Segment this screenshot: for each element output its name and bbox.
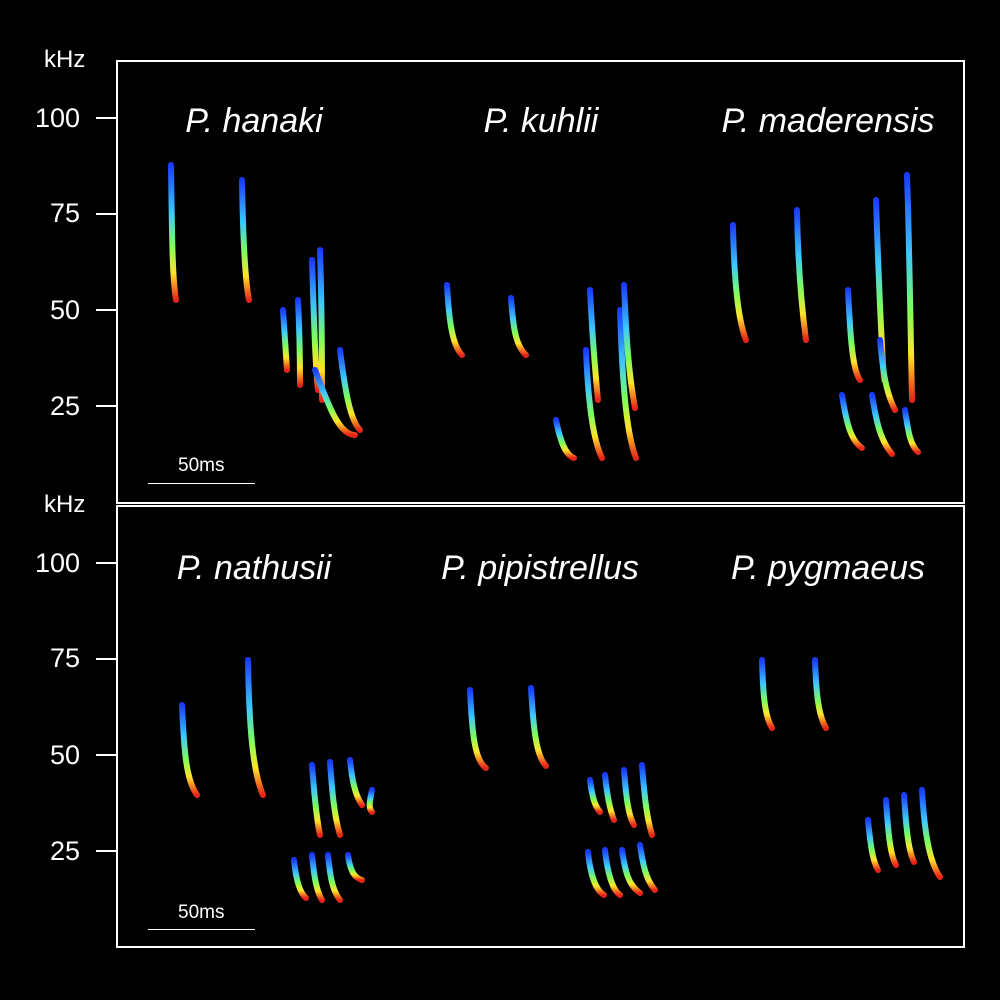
- species-label-kuhlii: P. kuhlii: [483, 102, 599, 140]
- y-axis-unit-bottom: kHz: [44, 491, 86, 518]
- species-label-pipistrellus: P. pipistrellus: [441, 549, 639, 587]
- scale-bar-bottom: [148, 929, 255, 930]
- y-tick-label-25-bottom: 25: [49, 836, 80, 866]
- y-tick-75-bottom: [96, 658, 116, 660]
- y-tick-label-25-top: 25: [49, 391, 80, 421]
- species-label-nathusii: P. nathusii: [176, 549, 332, 587]
- scale-bar-label-bottom: 50ms: [178, 902, 225, 923]
- y-tick-75-top: [96, 213, 116, 215]
- y-tick-100-top: [96, 117, 116, 119]
- y-tick-label-75-top: 75: [49, 198, 80, 228]
- y-tick-50-bottom: [96, 754, 116, 756]
- species-label-pygmaeus: P. pygmaeus: [730, 549, 926, 587]
- scale-bar-label-top: 50ms: [178, 455, 225, 476]
- y-axis-unit-top: kHz: [44, 46, 86, 73]
- y-tick-25-top: [96, 405, 116, 407]
- y-tick-label-50-top: 50: [49, 295, 80, 325]
- species-label-hanaki: P. hanaki: [185, 102, 323, 140]
- y-tick-25-bottom: [96, 850, 116, 852]
- top-panel-frame: [116, 60, 965, 504]
- y-tick-label-75-bottom: 75: [49, 643, 80, 673]
- bottom-panel-frame: [116, 505, 965, 948]
- y-tick-label-100-bottom: 100: [34, 548, 80, 578]
- y-tick-100-bottom: [96, 562, 116, 564]
- species-label-maderensis: P. maderensis: [721, 102, 935, 140]
- scale-bar-top: [148, 483, 255, 484]
- y-tick-label-100-top: 100: [34, 103, 80, 133]
- y-tick-label-50-bottom: 50: [49, 740, 80, 770]
- y-tick-50-top: [96, 309, 116, 311]
